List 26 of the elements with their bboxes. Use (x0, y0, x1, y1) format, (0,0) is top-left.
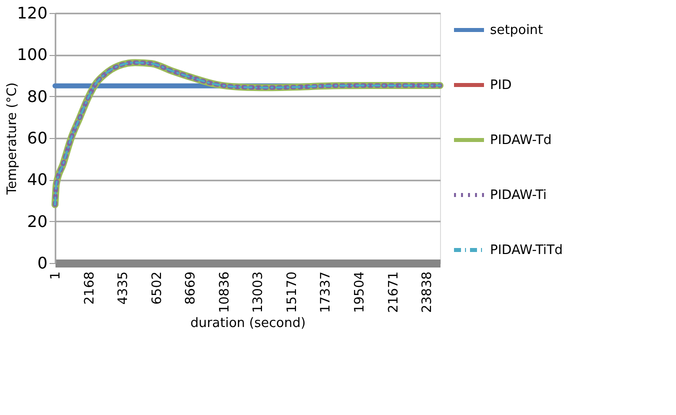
x-tick-label: 13003 (251, 272, 266, 313)
y-tick-label: 20 (27, 212, 48, 231)
legend-label: setpoint (490, 23, 544, 38)
y-tick-label: 100 (16, 45, 48, 64)
x-tick-label: 4335 (116, 272, 132, 305)
y-tick-label: 60 (27, 128, 48, 148)
x-tick-label: 15170 (284, 272, 300, 313)
legend-label: PIDAW-Td (490, 133, 552, 148)
x-tick-label: 8669 (184, 272, 199, 305)
x-tick-label: 2168 (82, 272, 98, 305)
x-tick-label: 19504 (352, 272, 368, 313)
x-tick-label: 10836 (217, 272, 232, 313)
legend-label: PID (490, 78, 512, 93)
x-axis-title: duration (second) (190, 316, 306, 331)
x-tick-label: 1 (48, 272, 64, 280)
y-tick-label: 120 (16, 4, 48, 22)
y-tick-label: 0 (37, 254, 48, 272)
y-axis-title: Temperature (°C) (4, 82, 20, 196)
y-tick-label: 80 (27, 86, 48, 106)
x-tick-label: 21671 (386, 272, 402, 313)
x-tick-label: 6502 (150, 272, 165, 305)
legend-label: PIDAW-Ti (490, 188, 547, 203)
x-tick-label: 23838 (420, 272, 436, 313)
x-tick-label: 17337 (318, 272, 334, 313)
legend-label: PIDAW-TiTd (490, 243, 563, 258)
y-tick-label: 40 (27, 170, 48, 190)
